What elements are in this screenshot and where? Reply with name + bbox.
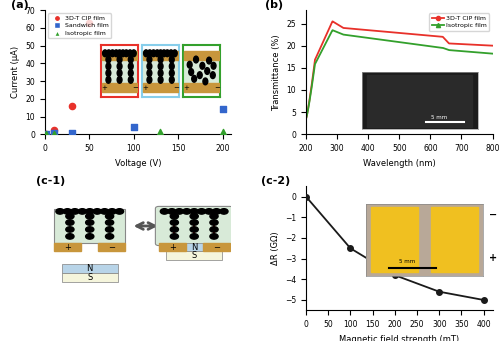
Circle shape — [170, 220, 178, 225]
Circle shape — [66, 227, 74, 232]
Bar — [158, 243, 186, 251]
Sandwich film — [130, 124, 138, 130]
Circle shape — [108, 209, 116, 214]
Legend: 3D-T CIP film, Sandwich film, Isotropic film: 3D-T CIP film, Sandwich film, Isotropic … — [48, 13, 112, 38]
Bar — [54, 209, 125, 243]
Text: (c-1): (c-1) — [36, 176, 65, 186]
FancyBboxPatch shape — [156, 206, 233, 246]
Circle shape — [190, 234, 198, 239]
Sandwich film — [218, 106, 226, 111]
Text: +: + — [64, 243, 71, 252]
3D-T CIP film — [42, 131, 50, 136]
Circle shape — [190, 213, 198, 219]
Circle shape — [116, 209, 124, 214]
Circle shape — [220, 209, 228, 214]
Circle shape — [78, 209, 86, 214]
Text: (b): (b) — [265, 0, 283, 10]
Bar — [62, 264, 118, 273]
Bar — [98, 243, 125, 251]
Bar — [202, 243, 230, 251]
Circle shape — [71, 209, 79, 214]
Circle shape — [190, 227, 198, 232]
Circle shape — [56, 209, 64, 214]
Circle shape — [170, 227, 178, 232]
Circle shape — [86, 227, 94, 232]
Circle shape — [190, 220, 198, 225]
Circle shape — [190, 209, 198, 214]
Circle shape — [64, 209, 72, 214]
Text: (a): (a) — [12, 0, 29, 10]
Text: −: − — [212, 243, 220, 252]
Sandwich film — [42, 131, 50, 137]
Sandwich film — [68, 130, 76, 135]
Text: N: N — [86, 264, 93, 273]
Y-axis label: Transmittance (%): Transmittance (%) — [272, 34, 281, 110]
Circle shape — [205, 209, 213, 214]
Circle shape — [160, 209, 168, 214]
X-axis label: Wavelength (nm): Wavelength (nm) — [363, 159, 436, 167]
Circle shape — [86, 213, 94, 219]
Circle shape — [66, 213, 74, 219]
Text: S: S — [192, 251, 197, 260]
Isotropic film — [218, 129, 226, 135]
Circle shape — [198, 209, 205, 214]
Bar — [62, 273, 118, 282]
Circle shape — [210, 220, 218, 225]
Circle shape — [66, 220, 74, 225]
Text: (c-2): (c-2) — [262, 176, 290, 186]
X-axis label: Magnetic field strength (mT): Magnetic field strength (mT) — [339, 335, 460, 341]
Circle shape — [66, 234, 74, 239]
Bar — [54, 243, 81, 251]
Y-axis label: ΔR (GΩ): ΔR (GΩ) — [270, 232, 280, 265]
Legend: 3D-T CIP film, Isotropic film: 3D-T CIP film, Isotropic film — [429, 13, 490, 31]
Text: +: + — [169, 243, 175, 252]
3D-T CIP film — [68, 103, 76, 109]
Text: −: − — [108, 243, 115, 252]
Circle shape — [106, 213, 114, 219]
Circle shape — [212, 209, 220, 214]
Circle shape — [93, 209, 102, 214]
Bar — [166, 243, 222, 251]
Y-axis label: Current (μA): Current (μA) — [11, 46, 20, 98]
Text: N: N — [191, 242, 198, 252]
Circle shape — [86, 234, 94, 239]
Circle shape — [182, 209, 191, 214]
X-axis label: Voltage (V): Voltage (V) — [115, 159, 162, 167]
Text: S: S — [87, 273, 92, 282]
Circle shape — [175, 209, 184, 214]
3D-T CIP film — [86, 20, 94, 25]
Circle shape — [106, 227, 114, 232]
Circle shape — [106, 234, 114, 239]
Circle shape — [106, 220, 114, 225]
Circle shape — [210, 213, 218, 219]
Isotropic film — [156, 130, 164, 135]
Circle shape — [210, 234, 218, 239]
Circle shape — [170, 213, 178, 219]
Isotropic film — [42, 131, 50, 137]
3D-T CIP film — [50, 127, 58, 133]
Sandwich film — [50, 131, 58, 136]
Circle shape — [168, 209, 176, 214]
Circle shape — [100, 209, 108, 214]
Isotropic film — [50, 131, 58, 137]
Circle shape — [86, 209, 94, 214]
Circle shape — [86, 220, 94, 225]
Bar — [166, 251, 222, 260]
Circle shape — [210, 227, 218, 232]
Circle shape — [170, 234, 178, 239]
